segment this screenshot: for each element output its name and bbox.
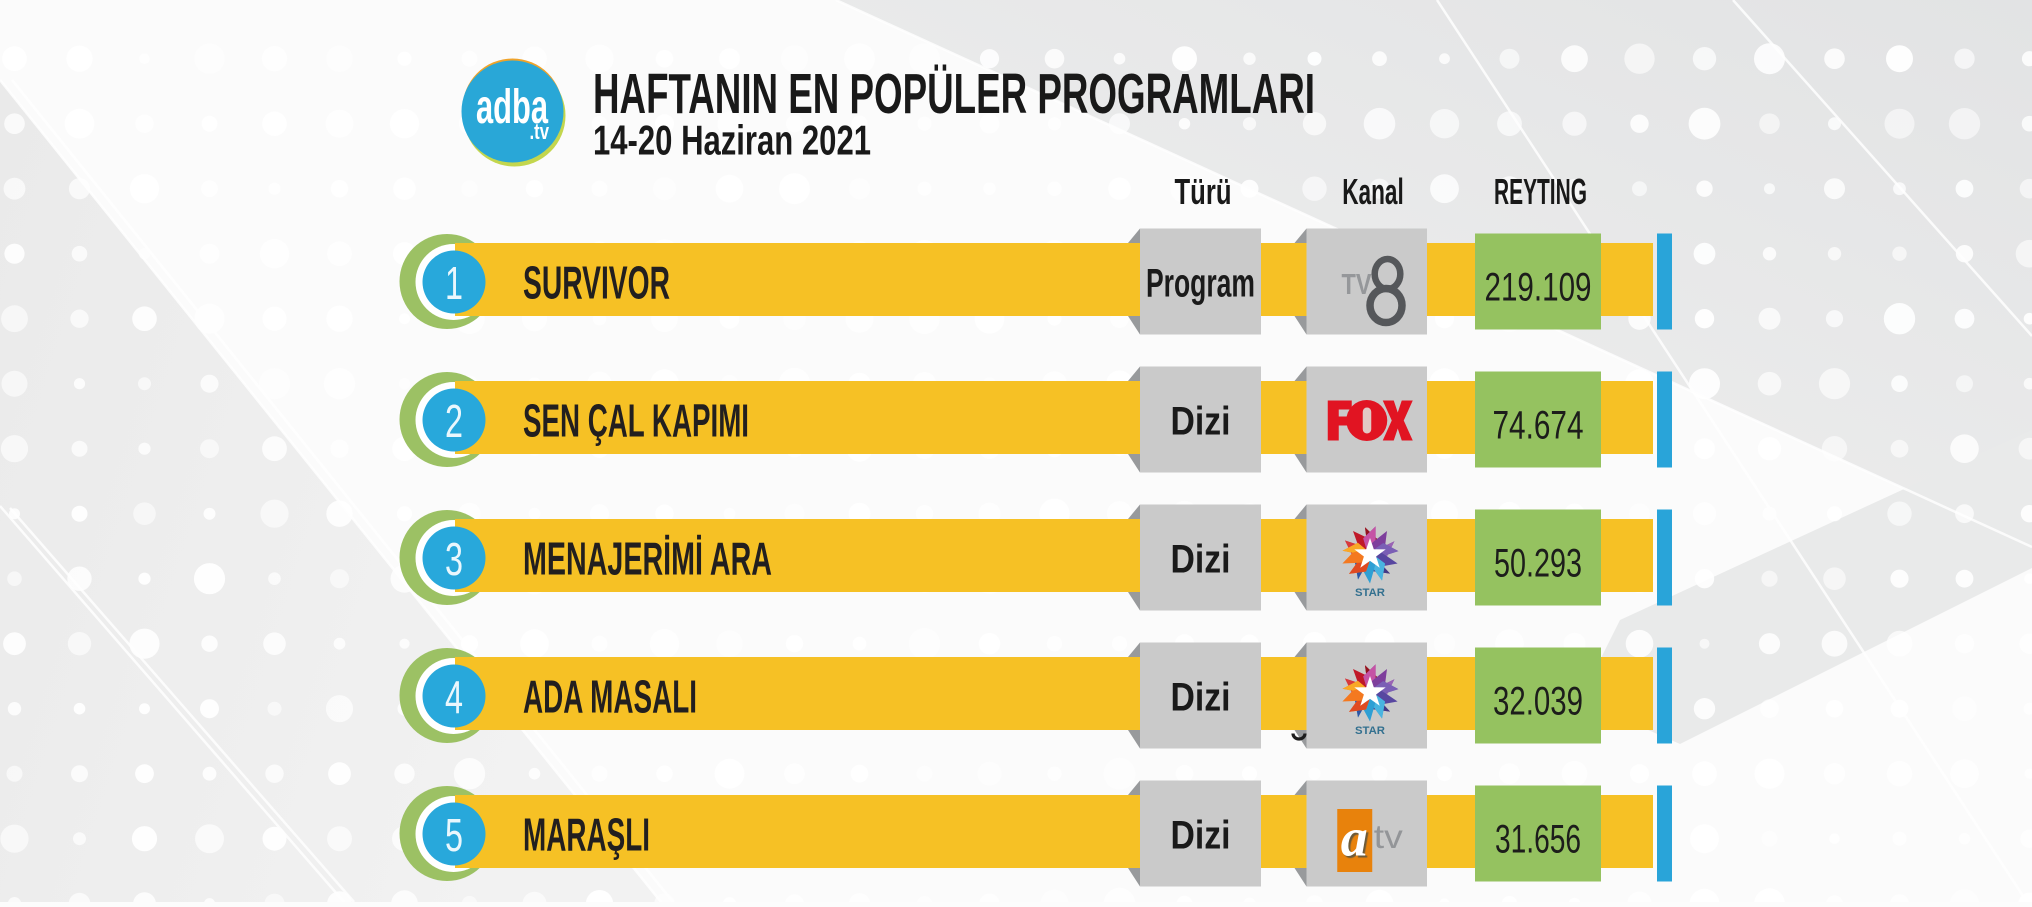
- svg-text:ADA MASALI: ADA MASALI: [523, 671, 697, 723]
- svg-text:2: 2: [445, 395, 463, 447]
- svg-text:a: a: [1341, 808, 1368, 868]
- svg-text:Kanal: Kanal: [1342, 171, 1404, 212]
- svg-text:219.109: 219.109: [1485, 266, 1592, 310]
- svg-text:STAR: STAR: [1355, 587, 1385, 599]
- svg-text:14-20 Haziran 2021: 14-20 Haziran 2021: [593, 117, 871, 164]
- svg-text:Dizi: Dizi: [1171, 538, 1231, 582]
- svg-text:SEN ÇAL KAPIMI: SEN ÇAL KAPIMI: [523, 395, 749, 447]
- svg-text:Dizi: Dizi: [1171, 814, 1231, 858]
- svg-text:1: 1: [445, 257, 463, 309]
- svg-text:Dizi: Dizi: [1171, 676, 1231, 720]
- svg-text:SURVIVOR: SURVIVOR: [523, 257, 670, 309]
- svg-text:MENAJERİMİ ARA: MENAJERİMİ ARA: [523, 533, 772, 585]
- svg-text:Program: Program: [1146, 262, 1255, 306]
- svg-text:STAR: STAR: [1355, 725, 1385, 737]
- svg-text:REYTING: REYTING: [1494, 171, 1587, 212]
- svg-text:Dizi: Dizi: [1171, 400, 1231, 444]
- svg-text:50.293: 50.293: [1494, 542, 1582, 586]
- svg-text:74.674: 74.674: [1493, 404, 1584, 448]
- svg-text:32.039: 32.039: [1493, 680, 1583, 724]
- svg-text:tv: tv: [1374, 818, 1404, 855]
- svg-text:3: 3: [445, 533, 463, 585]
- svg-text:4: 4: [445, 671, 463, 723]
- svg-text:5: 5: [445, 809, 463, 861]
- svg-text:31.656: 31.656: [1495, 818, 1581, 862]
- svg-text:Türü: Türü: [1175, 171, 1232, 212]
- svg-text:MARAŞLI: MARAŞLI: [523, 809, 650, 861]
- svg-text:TV: TV: [1342, 269, 1373, 301]
- svg-text:.tv: .tv: [530, 119, 550, 144]
